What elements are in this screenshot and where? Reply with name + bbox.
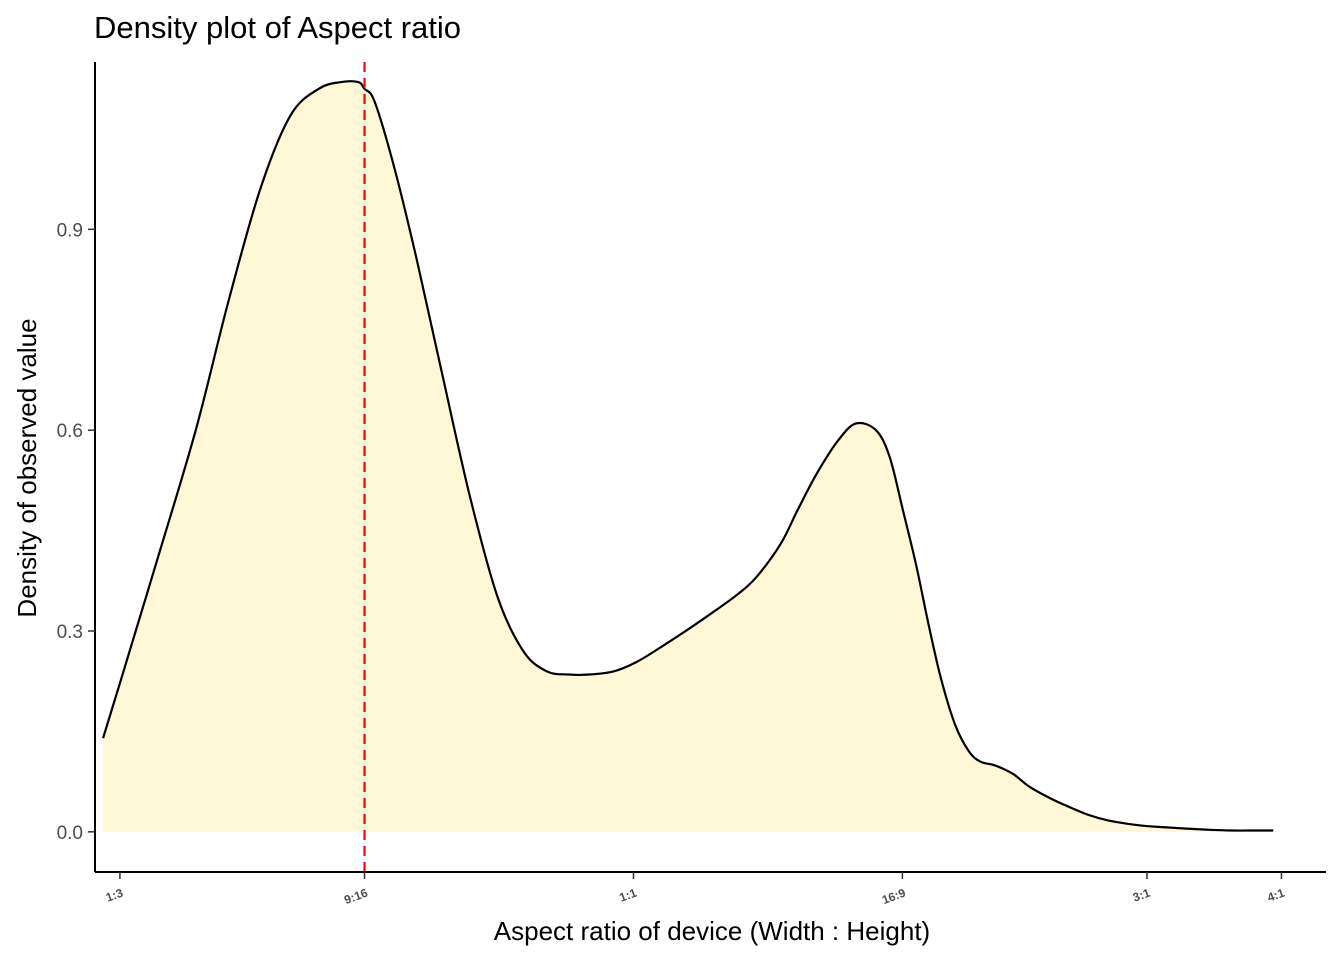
x-axis-title: Aspect ratio of device (Width : Height) xyxy=(494,916,930,946)
x-tick-label: 1:1 xyxy=(617,886,638,905)
x-tick-label: 4:1 xyxy=(1265,886,1286,905)
chart-title: Density plot of Aspect ratio xyxy=(94,10,462,45)
y-tick-label: 0.9 xyxy=(57,220,83,241)
x-tick-label: 1:3 xyxy=(104,886,125,905)
density-area-fill xyxy=(103,81,1274,832)
y-tick-label: 0.6 xyxy=(57,421,83,442)
x-tick-label: 3:1 xyxy=(1131,886,1152,905)
density-curve xyxy=(102,80,1274,832)
y-axis-title: Density of observed value xyxy=(12,318,42,617)
y-tick-label: 0.0 xyxy=(57,823,83,844)
x-tick-label: 9:16 xyxy=(342,886,370,907)
y-tick-label: 0.3 xyxy=(57,622,83,643)
x-tick-label: 16:9 xyxy=(880,886,908,907)
area-layer xyxy=(102,80,1274,832)
